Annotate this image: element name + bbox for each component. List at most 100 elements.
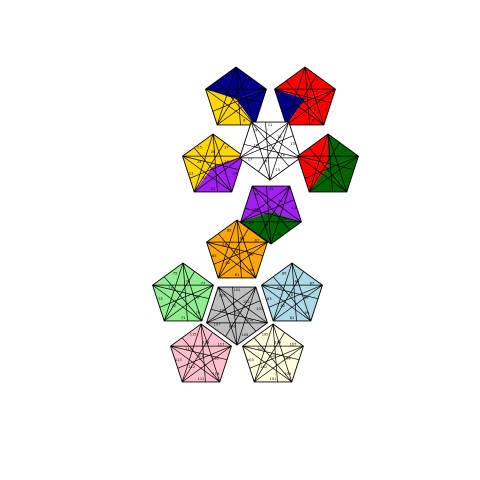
cut-line: [239, 121, 290, 159]
sticker-label: 109: [219, 294, 227, 298]
sticker-label: 75: [173, 272, 178, 276]
sticker-label: 73: [158, 297, 163, 301]
cut-line: [159, 284, 214, 308]
cut-line: [200, 323, 206, 382]
cut-line: [272, 276, 312, 322]
cut-line: [308, 133, 329, 192]
sticker-label: 106: [274, 341, 282, 345]
sticker-label: 29: [233, 171, 238, 175]
cut-line: [216, 88, 267, 126]
sticker-label: 49: [254, 193, 259, 197]
face-sector[interactable]: [270, 122, 301, 158]
cut-line: [189, 155, 244, 179]
cut-line: [304, 66, 310, 125]
cut-line: [216, 66, 237, 125]
cut-line: [217, 287, 238, 346]
face-sector[interactable]: [271, 186, 302, 222]
sticker-label: 76: [186, 280, 191, 284]
cut-line: [213, 241, 268, 265]
cut-line: [193, 142, 225, 193]
sticker-label: 67: [255, 239, 260, 243]
sticker-label: 119: [212, 372, 220, 376]
cut-line: [210, 308, 268, 324]
face-gray[interactable]: 101 102 103 104 105 106 107 108 109 10: [206, 286, 268, 346]
face-white[interactable]: 11 12 13 14 15 16 17 18 19 1: [239, 121, 301, 181]
sticker-label: 103: [256, 307, 263, 311]
cut-line: [261, 284, 312, 322]
sticker-label: 105: [241, 333, 248, 337]
cut-line: [258, 121, 290, 172]
cut-line: [182, 155, 233, 193]
face-purple[interactable]: 41 42 43 44 45 46 47 48 49: [240, 185, 302, 245]
cut-line: [170, 345, 221, 383]
cut-line: [217, 228, 249, 279]
cut-line: [308, 155, 359, 193]
sticker-label: 44: [281, 217, 286, 221]
sticker-label: 74: [168, 286, 173, 290]
cut-line: [181, 345, 232, 383]
face-light-green[interactable]: 71 72 73 74 75 76 77 78 79: [152, 262, 214, 322]
cut-line: [236, 219, 242, 278]
sticker-label: 61: [235, 273, 240, 277]
face-sector[interactable]: [242, 346, 273, 382]
sticker-label: 104: [257, 347, 265, 351]
sticker-label: 69: [250, 268, 255, 272]
face-navy[interactable]: 1 2 3 4 56 7 8 9: [205, 66, 267, 126]
face-cream[interactable]: 101 102 103 104 105 106 107 108 109 10: [242, 323, 304, 383]
face-red[interactable]: 1 2 3 4 56 7 8 9: [274, 66, 336, 126]
cut-line: [268, 284, 323, 308]
face-yellow[interactable]: 21 22 23 24 25 26 27 28 29: [182, 133, 244, 193]
sticker-label: 2: [247, 78, 249, 82]
cut-line: [163, 284, 214, 322]
cut-line: [193, 133, 214, 192]
face-green-dark[interactable]: [297, 133, 359, 193]
face-sector[interactable]: [170, 346, 201, 382]
sticker-label: 109: [284, 372, 292, 376]
sticker-label: 3: [315, 89, 317, 93]
cut-line: [217, 233, 257, 279]
face-pink[interactable]: 111 112 113 114 115 116 117 118 119 11: [170, 323, 232, 383]
cut-line: [272, 284, 323, 322]
face-sector[interactable]: [297, 156, 328, 192]
sticker-label: 25: [197, 146, 202, 150]
sticker-label: 77: [201, 282, 206, 286]
sticker-label: 116: [202, 341, 210, 345]
cut-line: [304, 66, 325, 125]
cut-line: [308, 142, 340, 193]
sticker-label: 7: [314, 108, 316, 112]
sticker-label: 1: [306, 83, 308, 87]
cut-line: [272, 323, 278, 382]
face-outline: [239, 121, 301, 181]
cut-line: [193, 155, 244, 193]
sticker-label: 64: [222, 243, 227, 247]
face-sector[interactable]: [206, 242, 237, 278]
cut-line: [285, 66, 306, 125]
sticker-label: 87: [310, 282, 315, 286]
sticker-label: 83: [267, 297, 272, 301]
sticker-label: 47: [249, 222, 254, 226]
cut-line: [225, 286, 257, 337]
cut-line: [272, 323, 293, 382]
face-sector[interactable]: [152, 285, 183, 321]
sticker-label: 23: [189, 171, 194, 175]
sticker-label: 111: [198, 377, 205, 381]
face-sector[interactable]: [274, 89, 305, 125]
face-light-blue[interactable]: 81 82 83 84 85 86 87 88 89 8: [261, 262, 323, 322]
cut-line: [327, 133, 348, 192]
face-orange[interactable]: 61 62 63 64 65 66 67 68 69 6: [206, 219, 268, 279]
face-outline: [152, 262, 214, 322]
cut-line: [163, 271, 195, 322]
face-sector[interactable]: [237, 287, 268, 323]
face-sector[interactable]: [261, 285, 292, 321]
face-sector[interactable]: [205, 89, 236, 125]
cut-line: [272, 262, 293, 321]
sticker-label: 107: [290, 343, 297, 347]
cut-line: [291, 262, 312, 321]
sticker-label: 107: [214, 323, 221, 327]
cut-line: [200, 323, 221, 382]
cut-line: [206, 300, 261, 324]
cut-line: [253, 337, 293, 383]
cut-line: [308, 147, 348, 193]
face-outline: [240, 185, 302, 245]
face-sector[interactable]: [182, 156, 213, 192]
